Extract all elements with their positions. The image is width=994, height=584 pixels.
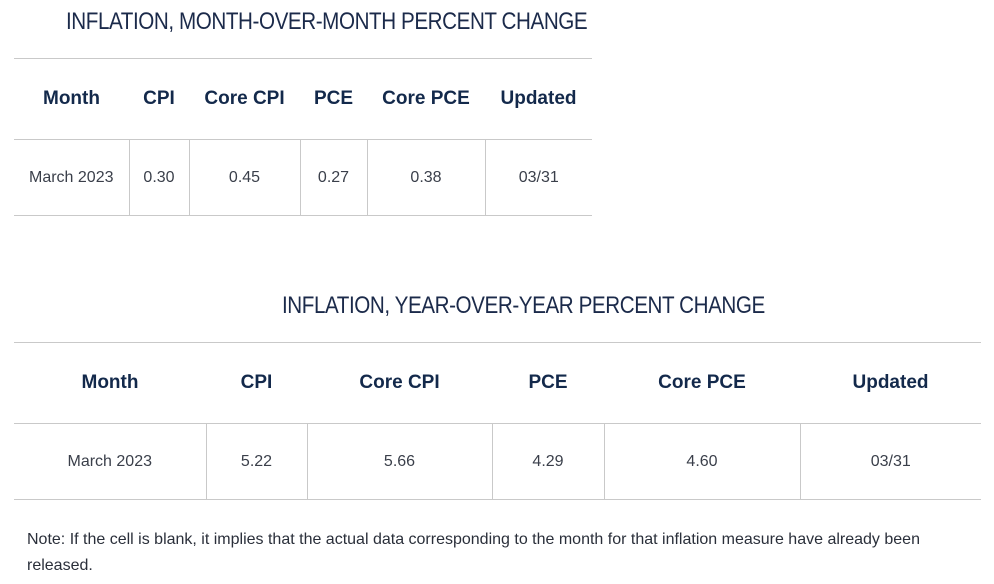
table-header-row: Month CPI Core CPI PCE Core PCE Updated	[14, 342, 981, 424]
yoy-inflation-table: Month CPI Core CPI PCE Core PCE Updated …	[14, 342, 981, 500]
cell-core-pce: 4.60	[603, 423, 800, 500]
mom-table-title: INFLATION, MONTH-OVER-MONTH PERCENT CHAN…	[66, 8, 588, 35]
column-header-cpi: CPI	[143, 88, 175, 109]
table-row: March 2023 5.22 5.66 4.29 4.60 03/31	[14, 423, 981, 500]
yoy-table-title: INFLATION, YEAR-OVER-YEAR PERCENT CHANGE	[282, 292, 765, 319]
column-header-month: Month	[43, 88, 100, 109]
cell-core-cpi: 0.45	[188, 139, 300, 216]
cell-pce: 0.27	[299, 139, 367, 216]
cell-updated: 03/31	[799, 423, 981, 500]
column-header-core-cpi: Core CPI	[359, 372, 440, 393]
cell-month: March 2023	[67, 452, 153, 470]
cell-pce: 4.29	[491, 423, 604, 500]
table-header-row: Month CPI Core CPI PCE Core PCE Updated	[14, 58, 592, 140]
column-header-core-pce: Core PCE	[658, 372, 746, 393]
cell-month: March 2023	[29, 168, 114, 186]
cell-updated: 03/31	[484, 139, 592, 216]
footnote: Note: If the cell is blank, it implies t…	[27, 531, 920, 574]
column-header-updated: Updated	[500, 88, 577, 109]
table-row: March 2023 0.30 0.45 0.27 0.38 03/31	[14, 139, 592, 216]
cell-cpi: 5.22	[205, 423, 307, 500]
mom-inflation-table: Month CPI Core CPI PCE Core PCE Updated …	[14, 58, 592, 216]
column-header-pce: PCE	[528, 372, 568, 393]
cell-cpi: 0.30	[128, 139, 189, 216]
column-header-pce: PCE	[313, 88, 354, 109]
column-header-updated: Updated	[852, 372, 929, 393]
column-header-core-pce: Core PCE	[382, 88, 470, 109]
column-header-month: Month	[81, 372, 139, 393]
cell-core-cpi: 5.66	[306, 423, 492, 500]
column-header-core-cpi: Core CPI	[204, 88, 285, 109]
column-header-cpi: CPI	[240, 372, 273, 393]
cell-core-pce: 0.38	[366, 139, 485, 216]
